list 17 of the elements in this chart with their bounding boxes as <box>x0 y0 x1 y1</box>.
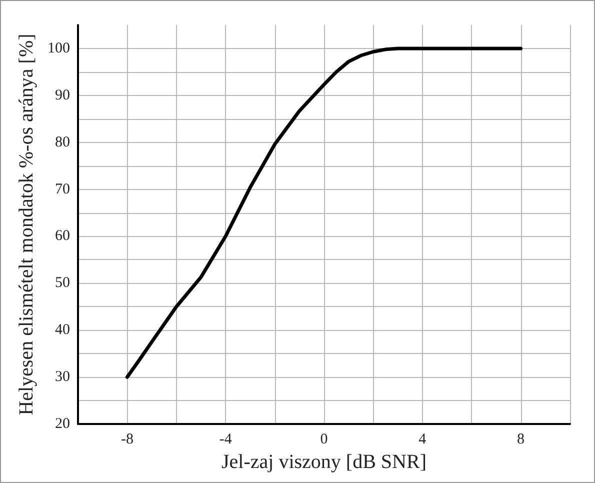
x-tick-label: 4 <box>418 432 427 448</box>
y-tick-label: 60 <box>55 228 70 244</box>
x-axis-title: Jel-zaj viszony [dB SNR] <box>222 450 426 473</box>
y-tick-label: 50 <box>55 275 70 292</box>
x-tick-label: -4 <box>219 432 232 448</box>
line-series <box>125 46 523 379</box>
x-tick-label: -8 <box>120 432 134 448</box>
y-tick-label: 30 <box>55 369 70 386</box>
y-axis-title: Helyesen elismételt mondatok %-os aránya [%] <box>16 34 38 416</box>
y-tick-label: 100 <box>48 40 70 56</box>
y-tick-label: 20 <box>55 416 70 432</box>
x-tick-label: 0 <box>320 432 328 448</box>
y-tick-label: 80 <box>55 134 70 150</box>
y-tick-label: 70 <box>55 181 70 198</box>
y-tick-label: 90 <box>55 87 70 104</box>
x-tick-label: 8 <box>517 432 525 448</box>
y-tick-label: 40 <box>55 322 70 338</box>
